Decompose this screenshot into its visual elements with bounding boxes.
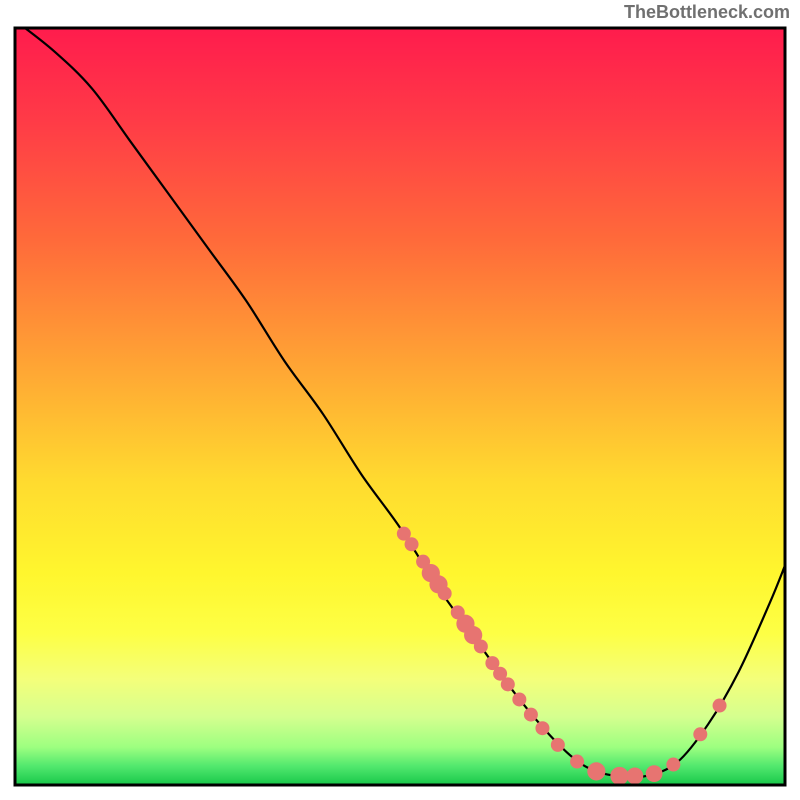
- data-marker: [570, 755, 584, 769]
- data-marker: [626, 768, 643, 785]
- data-marker: [474, 639, 488, 653]
- data-marker: [713, 699, 727, 713]
- data-marker: [646, 765, 663, 782]
- data-marker: [524, 708, 538, 722]
- data-marker: [405, 537, 419, 551]
- data-marker: [610, 767, 628, 785]
- attribution-text: TheBottleneck.com: [624, 2, 790, 23]
- data-marker: [693, 727, 707, 741]
- chart-container: TheBottleneck.com: [0, 0, 800, 800]
- data-marker: [512, 692, 526, 706]
- data-marker: [587, 762, 605, 780]
- bottleneck-chart: [0, 0, 800, 800]
- data-marker: [535, 721, 549, 735]
- data-marker: [551, 738, 565, 752]
- data-marker: [438, 586, 452, 600]
- data-marker: [501, 677, 515, 691]
- data-marker: [666, 758, 680, 772]
